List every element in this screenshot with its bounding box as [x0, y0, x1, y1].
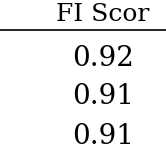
Text: 0.91: 0.91: [72, 123, 134, 150]
Text: FI Scor: FI Scor: [56, 3, 150, 26]
Text: 0.92: 0.92: [72, 45, 134, 72]
Text: 0.91: 0.91: [72, 83, 134, 110]
